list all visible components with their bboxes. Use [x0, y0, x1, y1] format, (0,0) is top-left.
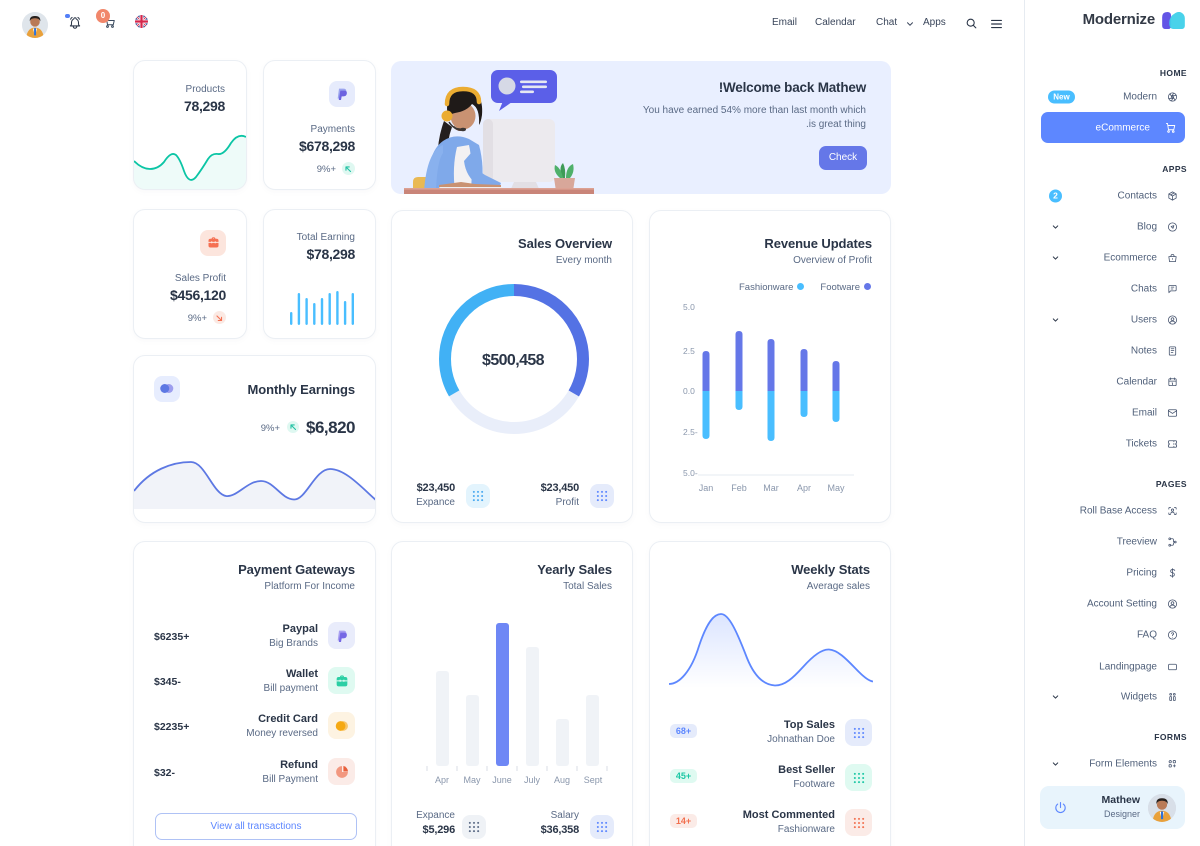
- svg-text:Jan: Jan: [699, 483, 714, 493]
- svg-text:Apr: Apr: [797, 483, 811, 493]
- svg-text:Sept: Sept: [584, 775, 603, 785]
- svg-text:July: July: [524, 775, 541, 785]
- svg-text:5.0: 5.0: [683, 302, 695, 312]
- svg-text:2.5: 2.5: [683, 346, 695, 356]
- svg-text:Feb: Feb: [731, 483, 747, 493]
- svg-text:0.0: 0.0: [683, 386, 695, 396]
- svg-text:May: May: [463, 775, 481, 785]
- svg-text:5.0-: 5.0-: [683, 468, 698, 478]
- svg-text:June: June: [492, 775, 512, 785]
- svg-text:2.5-: 2.5-: [683, 427, 698, 437]
- svg-text:May: May: [827, 483, 845, 493]
- svg-text:Mar: Mar: [763, 483, 779, 493]
- svg-text:Apr: Apr: [435, 775, 449, 785]
- svg-text:Aug: Aug: [554, 775, 570, 785]
